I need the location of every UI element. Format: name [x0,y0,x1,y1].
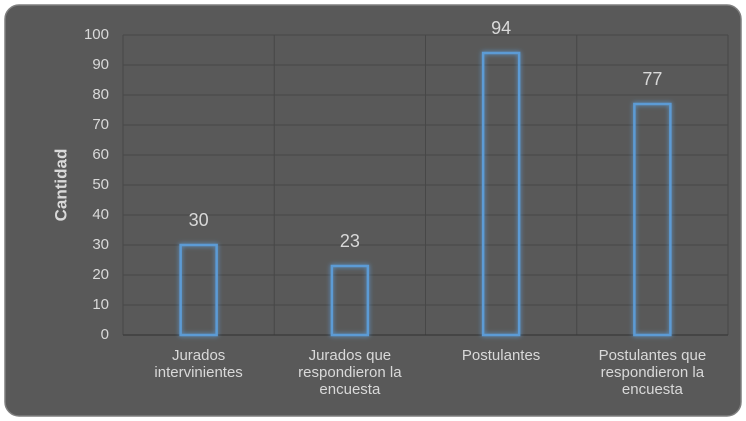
data-label: 23 [340,231,360,251]
x-tick-label: Postulantes [461,347,541,364]
x-tick-label: Postulantes que respondieron la encuesta [598,347,707,398]
x-tick-label: Jurados que respondieron la encuesta [298,347,402,398]
chart-background [4,4,742,417]
bar [330,264,370,337]
bar [481,51,521,337]
y-tick-label: 10 [92,296,109,313]
data-label: 30 [189,210,209,230]
y-tick-label: 80 [92,86,109,103]
y-tick-label: 60 [92,146,109,163]
y-tick-label: 50 [92,176,109,193]
data-label: 77 [642,69,662,89]
data-label: 94 [491,18,511,38]
y-tick-label: 30 [92,236,109,253]
y-tick-label: 90 [92,56,109,73]
x-tick-label: Jurados intervinientes [154,347,243,381]
y-tick-label: 100 [84,26,109,43]
y-tick-label: 70 [92,116,109,133]
y-tick-label: 0 [101,326,109,343]
y-tick-label: 20 [92,266,109,283]
bar [179,243,218,337]
y-tick-label: 40 [92,206,109,223]
bar [633,102,672,337]
y-axis-label: Cantidad [51,149,70,222]
